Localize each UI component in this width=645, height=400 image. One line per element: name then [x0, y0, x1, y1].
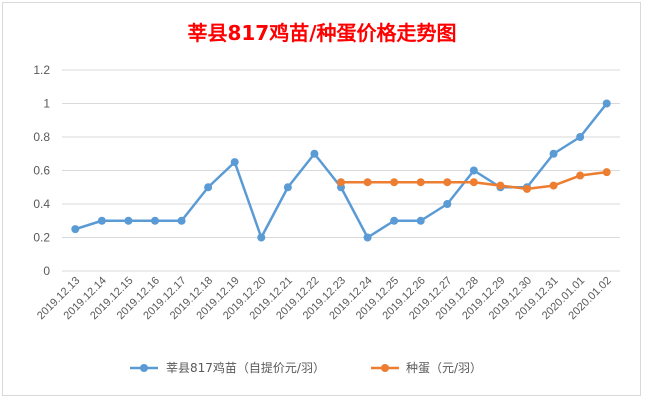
y-tick-label: 0.8: [33, 130, 50, 144]
y-tick-label: 1: [43, 97, 50, 111]
data-point: [151, 216, 159, 225]
data-point: [549, 149, 558, 158]
y-tick-label: 0.4: [33, 197, 50, 211]
data-point: [230, 158, 239, 167]
data-point: [469, 178, 478, 187]
data-point: [602, 168, 611, 177]
data-point: [523, 184, 531, 193]
data-point: [416, 216, 425, 225]
data-point: [469, 166, 478, 175]
y-tick-label: 0.6: [33, 164, 50, 178]
legend-marker-egg: [381, 364, 389, 372]
y-tick-label: 0.2: [33, 231, 50, 245]
data-point: [97, 216, 106, 225]
data-point: [443, 178, 452, 187]
y-tick-label: 0: [43, 264, 50, 278]
gridlines: [62, 69, 620, 272]
data-point: [310, 149, 319, 158]
data-point: [257, 233, 266, 242]
data-point: [416, 178, 425, 187]
data-point: [363, 233, 372, 242]
data-point: [124, 216, 133, 225]
data-point: [337, 178, 345, 187]
legend-label-egg: 种蛋（元/羽）: [406, 361, 482, 375]
data-point: [443, 200, 452, 208]
data-point: [363, 178, 372, 187]
legend-marker-chick: [140, 364, 148, 372]
data-point: [496, 181, 505, 190]
data-point: [576, 133, 585, 141]
data-point: [283, 183, 292, 192]
chart-title: 莘县817鸡苗/种蛋价格走势图: [187, 21, 456, 45]
data-point: [549, 181, 558, 190]
chart-frame: [2, 2, 641, 396]
data-point: [177, 216, 186, 225]
data-point: [576, 171, 585, 180]
y-axis-ticks: 0 0.2 0.4 0.6 0.8 1 1.2: [33, 63, 50, 278]
series-lines: [71, 99, 611, 242]
data-point: [71, 225, 80, 234]
y-tick-label: 1.2: [33, 63, 50, 77]
legend-label-chick: 莘县817鸡苗（自提价元/羽）: [166, 360, 325, 375]
data-point: [204, 183, 213, 192]
x-axis-ticks: 2019.12.132019.12.142019.12.152019.12.16…: [35, 275, 614, 322]
legend: 莘县817鸡苗（自提价元/羽） 种蛋（元/羽）: [130, 360, 482, 375]
data-point: [602, 99, 611, 108]
data-point: [390, 216, 399, 225]
data-point: [390, 178, 399, 187]
